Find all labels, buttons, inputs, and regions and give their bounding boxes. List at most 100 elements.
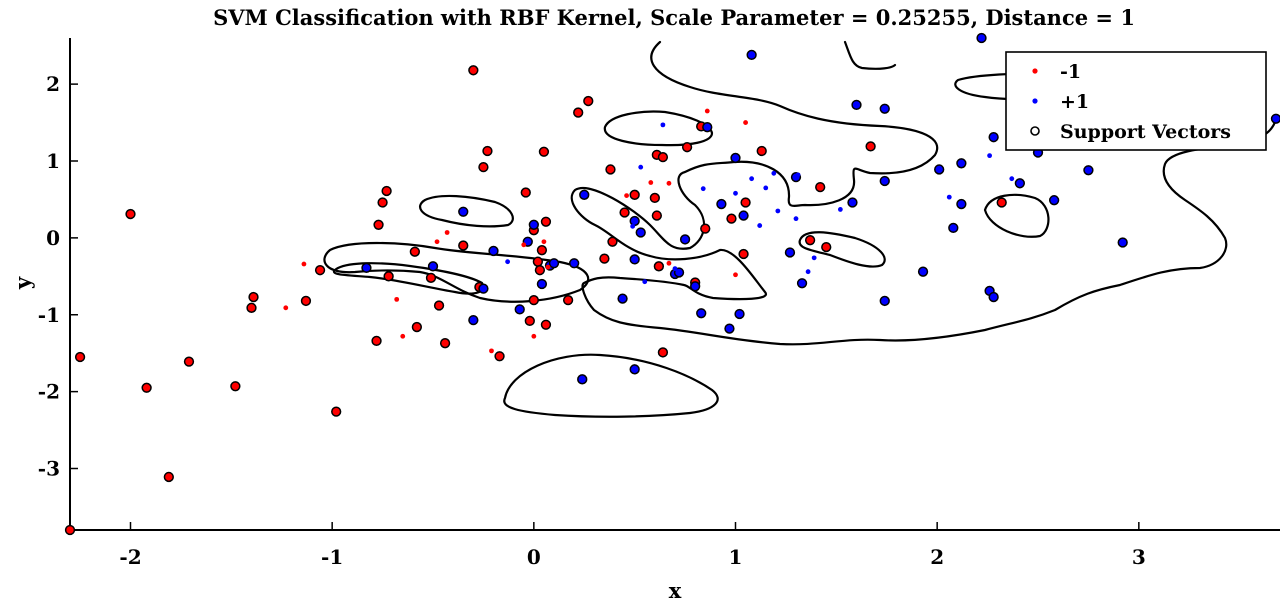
data-point	[632, 193, 638, 198]
boundary-contour-island-5	[983, 193, 1050, 238]
support-vector-point	[540, 319, 552, 330]
support-vector-point	[738, 210, 749, 221]
support-vector-point	[917, 266, 929, 277]
data-point	[531, 333, 537, 339]
support-vector-point	[528, 219, 539, 230]
boundary-contour-top	[843, 40, 897, 70]
legend-label-support-vectors: Support Vectors	[1060, 121, 1231, 143]
support-vector-point	[934, 164, 945, 175]
support-vector-point	[879, 103, 890, 114]
support-vector-point	[183, 356, 195, 367]
support-vector-point	[371, 335, 382, 347]
support-vector-point	[679, 234, 691, 245]
data-point	[775, 208, 781, 214]
support-vector-point	[569, 258, 580, 269]
support-vector-point	[373, 219, 384, 230]
x-tick-label: 0	[527, 545, 541, 569]
support-vector-point	[1048, 195, 1060, 206]
data-point	[444, 230, 450, 235]
chart-title: SVM Classification with RBF Kernel, Scal…	[213, 5, 1135, 30]
support-vector-point	[730, 152, 741, 164]
support-vector-point	[815, 181, 826, 193]
y-tick-label: -2	[38, 380, 60, 404]
data-point	[648, 180, 654, 185]
boundary-contour-island-4	[798, 231, 886, 268]
y-tick-label: -1	[38, 303, 60, 327]
support-vector-point	[681, 142, 693, 153]
support-vector-point	[409, 246, 421, 257]
support-vector-point	[724, 323, 735, 334]
data-point	[624, 193, 629, 198]
data-point	[505, 259, 511, 265]
x-tick-label: -2	[119, 545, 141, 569]
support-vector-point	[381, 185, 392, 197]
legend-label-neg: -1	[1060, 61, 1081, 83]
data-point	[394, 296, 400, 302]
boundary-contour-main	[570, 40, 1277, 346]
support-vector-point	[538, 146, 550, 157]
support-vector-point	[383, 271, 394, 282]
support-vector-point	[629, 364, 640, 375]
data-point	[837, 207, 843, 212]
data-point	[811, 255, 817, 261]
boundary-contour-island-2	[419, 194, 514, 228]
data-point	[672, 266, 678, 272]
data-point	[700, 186, 706, 192]
support-vector-point	[821, 241, 832, 253]
y-tick-label: 0	[46, 226, 60, 250]
support-vector-point	[599, 253, 610, 264]
data-point	[749, 176, 755, 182]
support-vector-point	[524, 315, 535, 327]
support-vector-point	[536, 278, 548, 290]
data-point	[545, 264, 551, 270]
support-vector-point	[617, 293, 628, 304]
support-vector-point	[540, 216, 552, 227]
legend-marker-pos	[1032, 98, 1038, 104]
support-vector-point	[700, 223, 711, 234]
support-vector-point	[1014, 178, 1025, 189]
support-vector-point	[607, 236, 618, 247]
data-point	[638, 164, 644, 170]
data-point	[400, 333, 406, 339]
support-vector-point	[1117, 237, 1128, 248]
data-point	[733, 190, 738, 196]
support-vector-point	[141, 382, 152, 393]
support-vector-point	[520, 187, 531, 198]
support-vector-point	[804, 235, 816, 246]
x-tick-label: -1	[321, 545, 343, 569]
support-vector-point	[1270, 113, 1280, 124]
legend-label-pos: +1	[1060, 91, 1089, 113]
support-vector-point	[439, 338, 451, 349]
data-point	[660, 122, 666, 128]
support-vector-point	[847, 197, 858, 208]
support-vector-point	[534, 265, 546, 276]
support-vector-point	[796, 278, 808, 289]
support-vector-point	[726, 213, 737, 224]
data-point	[630, 223, 636, 229]
support-vector-point	[673, 267, 685, 278]
support-vector-layer	[64, 32, 1280, 536]
support-vector-point	[851, 99, 862, 111]
support-vector-point	[756, 145, 767, 157]
support-vector-point	[427, 261, 439, 272]
decision-boundary	[323, 40, 1277, 418]
support-vector-point	[433, 300, 445, 311]
support-vector-point	[635, 227, 646, 238]
support-vector-point	[629, 215, 640, 227]
support-vector-point	[411, 321, 423, 333]
support-vector-point	[377, 197, 388, 208]
support-vector-point	[528, 294, 539, 306]
x-tick-label: 1	[729, 545, 743, 569]
support-vector-point	[619, 207, 630, 218]
support-vector-point	[536, 245, 548, 256]
support-vector-point	[482, 145, 493, 157]
data-point	[743, 120, 748, 125]
support-vector-point	[468, 65, 479, 76]
support-vector-point	[716, 198, 727, 210]
support-vector-point	[629, 254, 640, 265]
x-axis-label: x	[669, 578, 682, 603]
support-vector-point	[948, 222, 959, 234]
support-vector-point	[879, 175, 890, 187]
legend: -1 +1 Support Vectors	[1005, 51, 1267, 151]
